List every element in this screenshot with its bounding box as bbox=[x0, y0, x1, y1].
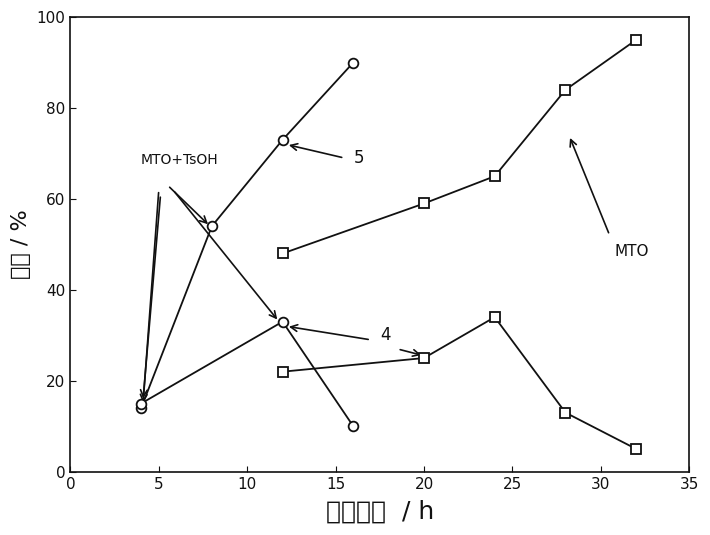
Y-axis label: 产率 / %: 产率 / % bbox=[11, 210, 31, 279]
Text: MTO+TsOH: MTO+TsOH bbox=[141, 153, 219, 167]
Text: 5: 5 bbox=[354, 149, 364, 167]
Text: 4: 4 bbox=[380, 326, 391, 345]
Text: MTO: MTO bbox=[615, 244, 650, 259]
X-axis label: 反应时间  / h: 反应时间 / h bbox=[326, 500, 434, 524]
